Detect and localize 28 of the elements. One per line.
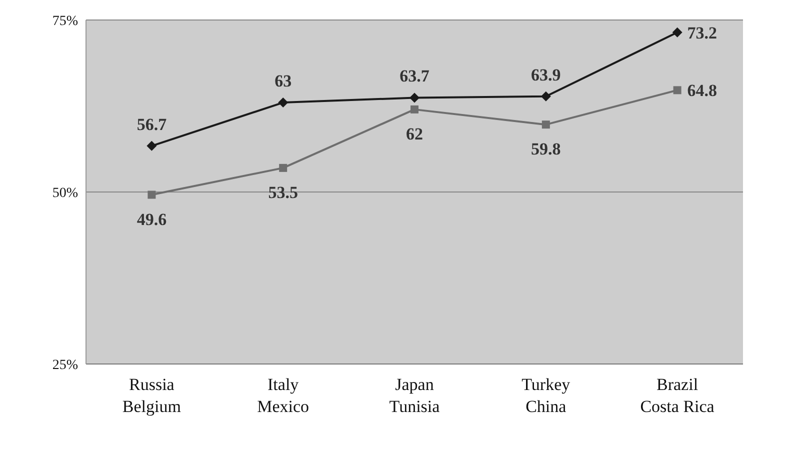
- point: [673, 86, 682, 94]
- x-tick-label: Russia Belgium: [122, 375, 181, 416]
- point: [540, 91, 551, 102]
- data-label: 73.2: [687, 23, 718, 42]
- point: [410, 105, 418, 114]
- point: [148, 190, 156, 199]
- data-label: 59.8: [531, 140, 561, 159]
- y-tick-label: 25%: [52, 358, 78, 373]
- point: [278, 98, 288, 108]
- point: [542, 120, 550, 129]
- y-tick-label: 75%: [52, 14, 78, 29]
- data-label: 62: [406, 124, 423, 144]
- data-label: 49.6: [136, 210, 167, 229]
- data-label: 63: [274, 72, 292, 91]
- data-label: 63.9: [531, 65, 561, 84]
- x-tick-label: Japan Tunisia: [389, 375, 440, 416]
- data-label: 53.5: [268, 182, 298, 202]
- data-label: 63.7: [400, 66, 430, 86]
- x-tick-label: Brazil Costa Rica: [640, 375, 715, 416]
- x-tick-label: Italy Mexico: [257, 375, 310, 416]
- y-tick-label: 50%: [52, 186, 78, 201]
- point: [279, 164, 288, 172]
- point: [410, 92, 420, 103]
- x-tick-label: Turkey China: [522, 375, 571, 416]
- data-label: 64.8: [687, 81, 718, 100]
- data-label: 56.7: [136, 114, 168, 134]
- point: [146, 140, 157, 151]
- point: [672, 27, 682, 38]
